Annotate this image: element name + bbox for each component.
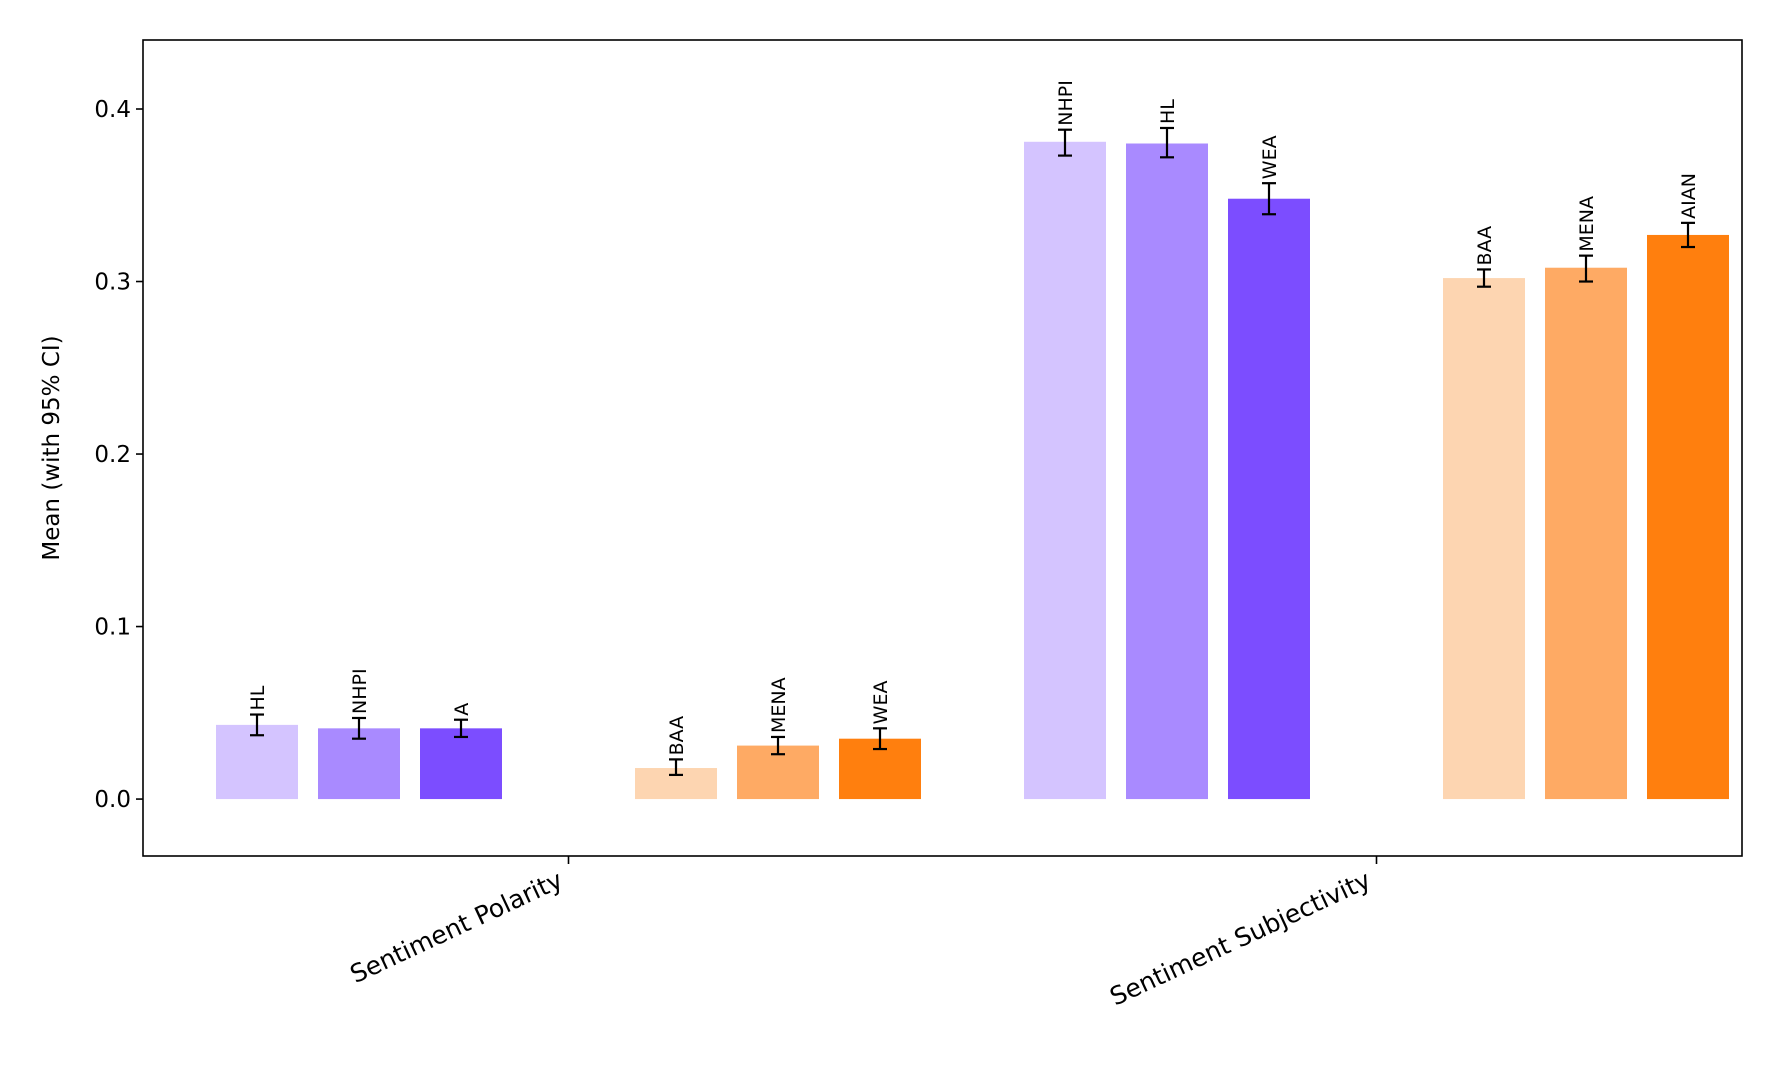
bars-layer xyxy=(216,141,1729,800)
y-tick-label: 0.3 xyxy=(94,270,131,296)
bar xyxy=(216,724,298,800)
x-tick-label: Sentiment Subjectivity xyxy=(1105,865,1375,1011)
bar-label: WEA xyxy=(870,681,892,725)
bar xyxy=(1228,198,1310,800)
x-tick-label: Sentiment Polarity xyxy=(346,865,568,989)
bar-label: BAA xyxy=(1474,226,1496,266)
bar xyxy=(1647,234,1729,800)
bar-label: HL xyxy=(1157,99,1179,124)
y-tick-label: 0.1 xyxy=(94,615,131,641)
bar-label: A xyxy=(451,703,473,716)
bar-label: NHPI xyxy=(349,668,371,714)
y-axis-title: Mean (with 95% CI) xyxy=(39,335,65,560)
bar xyxy=(1443,278,1525,800)
bar-label: BAA xyxy=(666,716,688,756)
y-tick-label: 0.4 xyxy=(94,97,131,123)
bar xyxy=(420,728,502,800)
bar xyxy=(1545,267,1627,800)
bar-label: AIAN xyxy=(1678,173,1700,219)
bar-labels-layer: HL NHPI A BAA MENA WEA NHPI HL WEA BAA MENA AIAN xyxy=(247,80,1700,755)
bar-label: MENA xyxy=(1576,196,1598,252)
bar-label: MENA xyxy=(768,677,790,733)
y-axis: 0.0 0.1 0.2 0.3 0.4 xyxy=(94,97,143,813)
bar-label: NHPI xyxy=(1055,80,1077,126)
y-tick-label: 0.0 xyxy=(94,787,131,813)
bar-label: WEA xyxy=(1259,135,1281,179)
x-axis: Sentiment Polarity Sentiment Subjectivity xyxy=(346,856,1378,1011)
error-bars-layer xyxy=(250,126,1695,777)
bar xyxy=(1024,141,1106,800)
plot-frame xyxy=(142,39,1743,857)
bar xyxy=(318,728,400,800)
bar xyxy=(1126,143,1208,800)
y-tick-label: 0.2 xyxy=(94,442,131,468)
bar-label: HL xyxy=(247,685,269,710)
